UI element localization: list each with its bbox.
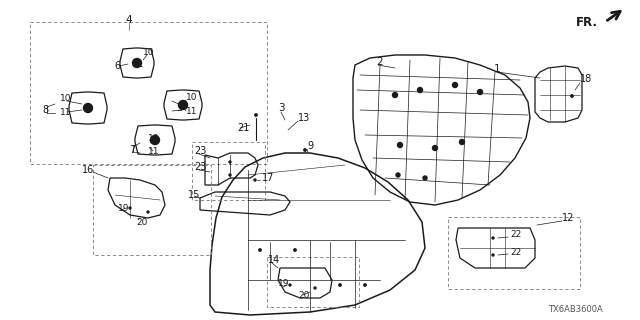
Circle shape bbox=[229, 161, 231, 163]
Text: 1: 1 bbox=[494, 64, 500, 74]
Text: 20: 20 bbox=[298, 291, 309, 300]
Circle shape bbox=[132, 59, 141, 68]
Text: 22: 22 bbox=[510, 247, 521, 257]
Circle shape bbox=[179, 100, 188, 109]
Text: 11: 11 bbox=[186, 107, 198, 116]
Circle shape bbox=[364, 284, 366, 286]
Text: 6: 6 bbox=[114, 61, 120, 71]
Text: 7: 7 bbox=[129, 145, 135, 155]
Text: 14: 14 bbox=[268, 255, 280, 265]
Circle shape bbox=[129, 207, 131, 209]
Text: 11: 11 bbox=[133, 60, 145, 68]
Text: 3: 3 bbox=[278, 103, 285, 113]
Circle shape bbox=[423, 176, 427, 180]
Circle shape bbox=[294, 249, 296, 251]
Circle shape bbox=[477, 90, 483, 94]
Text: 11: 11 bbox=[148, 147, 159, 156]
Circle shape bbox=[314, 287, 316, 289]
Text: 12: 12 bbox=[562, 213, 574, 223]
Text: 8: 8 bbox=[42, 105, 48, 115]
Circle shape bbox=[147, 211, 149, 213]
Text: 10: 10 bbox=[60, 93, 72, 102]
Text: 10: 10 bbox=[148, 133, 159, 142]
Circle shape bbox=[433, 146, 438, 150]
Text: FR.: FR. bbox=[576, 15, 598, 28]
Text: 23: 23 bbox=[194, 162, 206, 172]
Circle shape bbox=[229, 174, 231, 176]
Text: 5: 5 bbox=[176, 103, 182, 113]
Text: 9: 9 bbox=[307, 141, 313, 151]
Circle shape bbox=[392, 92, 397, 98]
Text: 10: 10 bbox=[143, 47, 154, 57]
Circle shape bbox=[396, 173, 400, 177]
Text: 23: 23 bbox=[194, 146, 206, 156]
Circle shape bbox=[492, 237, 494, 239]
Text: 2: 2 bbox=[376, 57, 383, 67]
Circle shape bbox=[150, 135, 159, 145]
Text: TX6AB3600A: TX6AB3600A bbox=[548, 306, 602, 315]
Circle shape bbox=[492, 254, 494, 256]
Circle shape bbox=[304, 149, 306, 151]
Text: 19: 19 bbox=[118, 204, 129, 212]
Text: 19: 19 bbox=[278, 279, 289, 289]
Circle shape bbox=[571, 95, 573, 97]
Circle shape bbox=[289, 284, 291, 286]
Text: 4: 4 bbox=[125, 15, 132, 25]
Circle shape bbox=[255, 114, 257, 116]
Text: 15: 15 bbox=[188, 190, 200, 200]
Text: 22: 22 bbox=[510, 229, 521, 238]
Text: 16: 16 bbox=[82, 165, 94, 175]
Text: 21: 21 bbox=[237, 123, 250, 133]
Circle shape bbox=[397, 142, 403, 148]
Circle shape bbox=[254, 179, 256, 181]
Text: 20: 20 bbox=[136, 218, 147, 227]
Circle shape bbox=[339, 284, 341, 286]
Circle shape bbox=[259, 249, 261, 251]
Circle shape bbox=[83, 103, 93, 113]
Text: 10: 10 bbox=[186, 92, 198, 101]
Circle shape bbox=[452, 83, 458, 87]
Text: 13: 13 bbox=[298, 113, 310, 123]
Circle shape bbox=[460, 140, 465, 145]
Text: 11: 11 bbox=[60, 108, 72, 116]
Circle shape bbox=[417, 87, 422, 92]
Text: 17: 17 bbox=[262, 173, 275, 183]
Text: 18: 18 bbox=[580, 74, 592, 84]
